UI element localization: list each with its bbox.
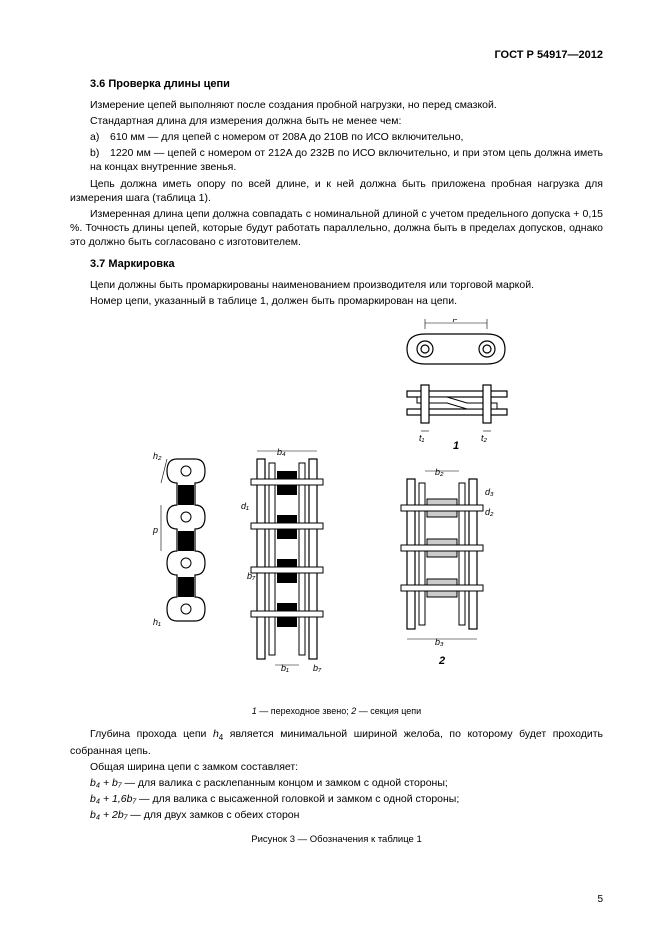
note-text: Глубина прохода цепи (90, 728, 213, 740)
para: Измеренная длина цепи должна совпадать с… (70, 207, 603, 250)
link-side-view: t₁ t₂ 1 (407, 385, 507, 452)
list-text: 610 мм — для цепей с номером от 208A до … (110, 131, 463, 143)
dim-label: b₁ (281, 663, 289, 673)
para: Цепи должны быть промаркированы наименов… (70, 278, 603, 292)
list-text: 1220 мм — цепей с номером от 212A до 232… (90, 147, 603, 173)
figure-3: p t₁ t₂ 1 (70, 319, 603, 717)
dim-label: b₇ (313, 663, 322, 673)
figure-note: Глубина прохода цепи h4 является минимал… (70, 727, 603, 758)
chain-section-2: b₂ d₃ d₂ b₃ 2 (401, 467, 494, 667)
figure-legend: 1 — переходное звено; 2 — секция цепи (70, 705, 603, 717)
chain-diagram: p t₁ t₂ 1 (137, 319, 537, 699)
para: Стандартная длина для измерения должна б… (70, 114, 603, 128)
chain-side-1: b₄ d₁ b₁ b₇ b₇ (241, 447, 323, 673)
dim-label: b₄ (277, 447, 286, 457)
list-item-a: a)610 мм — для цепей с номером от 208A д… (70, 130, 603, 144)
note-text: — для валика с высаженной головкой и зам… (136, 793, 459, 805)
dim-label: b₃ (435, 637, 444, 647)
para: Измерение цепей выполняют после создания… (70, 98, 603, 112)
dim-label: d₃ (485, 487, 494, 497)
dim-label: h₂ (153, 451, 162, 461)
dim-label: b₇ (247, 571, 256, 581)
dim-label: t₁ (419, 433, 425, 443)
dim-label: t₂ (481, 433, 488, 443)
note-text: — для валика с расклепанным концом и зам… (122, 777, 448, 789)
document-code: ГОСТ Р 54917—2012 (70, 48, 603, 63)
list-marker: a) (90, 130, 110, 144)
para: Цепь должна иметь опору по всей длине, и… (70, 177, 603, 205)
dim-label: d₂ (485, 507, 494, 517)
figure-note: Общая ширина цепи с замком составляет: (70, 760, 603, 774)
chain-plan: h₂ h₁ p (152, 451, 205, 627)
list-marker: b) (90, 146, 110, 160)
figure-title: Рисунок 3 — Обозначения к таблице 1 (70, 834, 603, 847)
figure-note-line: b₄ + b₇ — для валика с расклепанным конц… (70, 776, 603, 790)
dim-label: d₁ (241, 501, 249, 511)
callout-2: 2 (438, 655, 445, 667)
heading-3-6: 3.6 Проверка длины цепи (90, 77, 603, 92)
dim-label: b₂ (435, 467, 444, 477)
figure-note-line: b₄ + 2b₇ — для двух замков с обеих сторо… (70, 808, 603, 822)
page-number: 5 (597, 893, 603, 907)
legend-text: — секция цепи (356, 706, 421, 716)
figure-note-line: b₄ + 1,6b₇ — для валика с высаженной гол… (70, 792, 603, 806)
dim-label: h₁ (153, 617, 161, 627)
note-text: — для двух замков с обеих сторон (127, 809, 299, 821)
symbol: b₄ + 1,6b₇ (90, 793, 136, 805)
callout-1: 1 (453, 440, 459, 452)
dim-label: p (452, 319, 458, 322)
legend-text: — переходное звено; (257, 706, 351, 716)
list-item-b: b)1220 мм — цепей с номером от 212A до 2… (70, 146, 603, 174)
symbol: b₄ + 2b₇ (90, 809, 127, 821)
dim-label: p (152, 525, 158, 535)
link-top-view: p (407, 319, 505, 364)
para: Номер цепи, указанный в таблице 1, долже… (70, 294, 603, 308)
symbol: b₄ + b₇ (90, 777, 122, 789)
heading-3-7: 3.7 Маркировка (90, 257, 603, 272)
